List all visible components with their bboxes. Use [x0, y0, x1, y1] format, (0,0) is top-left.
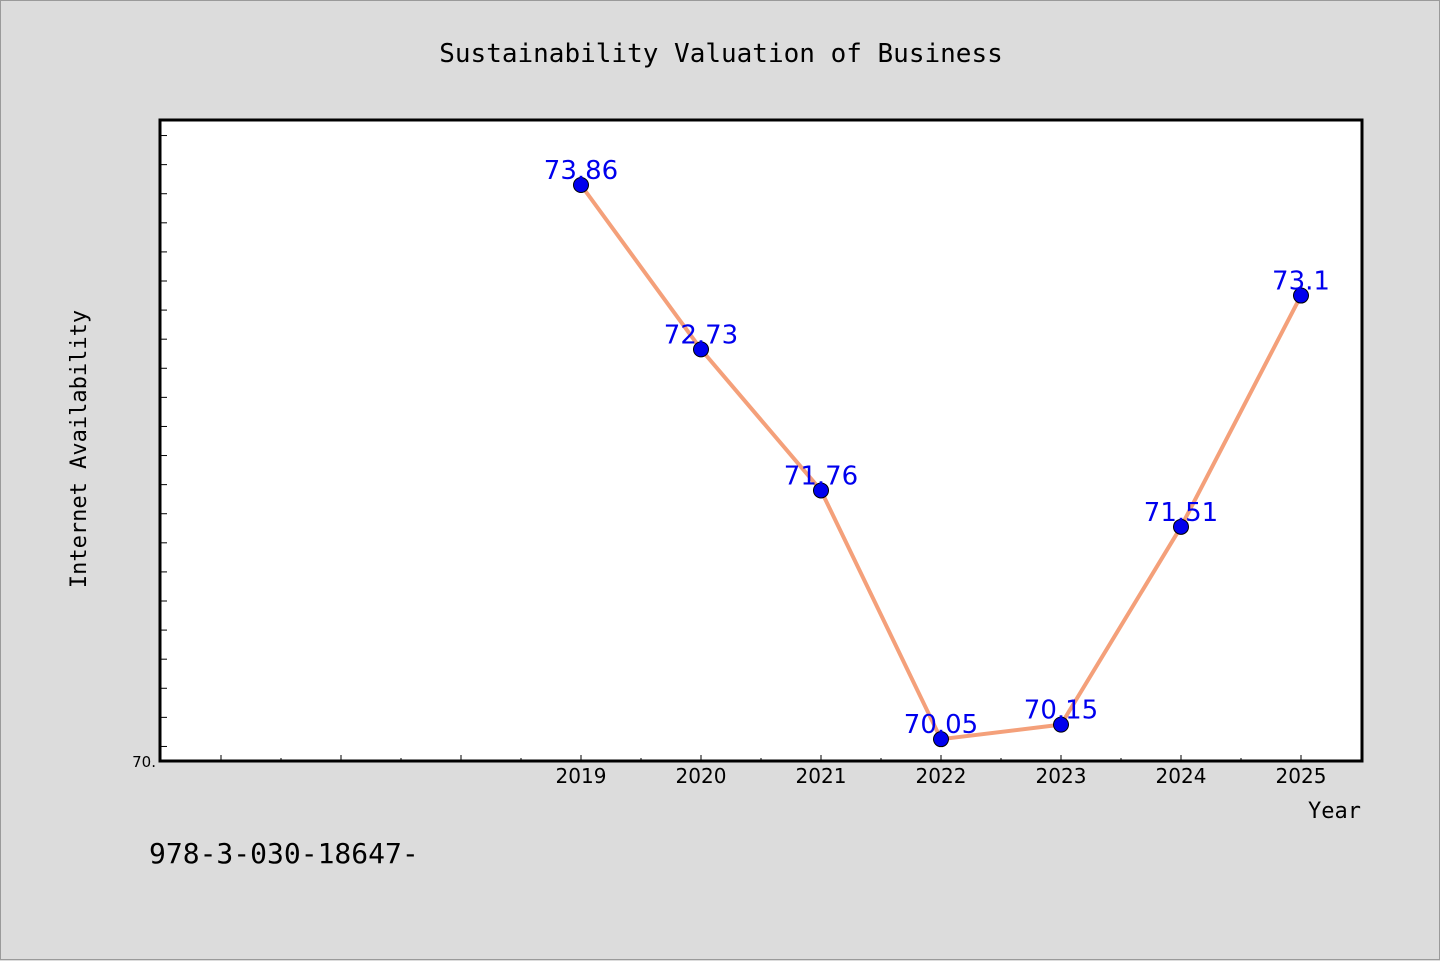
- data-label: 73.86: [544, 156, 618, 186]
- data-label: 73.1: [1272, 267, 1330, 297]
- data-labels: 73.86 72.73 71.76 70.05 70.15 71.51 73.1: [544, 156, 1330, 740]
- data-point: [933, 731, 949, 748]
- x-tick-labels: 2019 2020 2021 2022 2023 2024 2025: [556, 764, 1327, 788]
- chart-title: Sustainability Valuation of Business: [439, 39, 1003, 69]
- data-label: 70.05: [904, 710, 978, 740]
- x-tick-label: 2024: [1156, 764, 1207, 788]
- data-point: [1053, 716, 1069, 733]
- y-axis-ticks: [161, 135, 167, 747]
- data-point: [573, 177, 589, 193]
- plot-area: [158, 118, 1364, 763]
- data-point: [813, 482, 829, 499]
- data-label: 71.51: [1144, 498, 1218, 528]
- y-axis-label: Internet Availability: [67, 310, 92, 588]
- x-tick-label: 2022: [916, 764, 967, 788]
- x-tick-label: 2021: [796, 764, 847, 788]
- x-tick-label: 2019: [556, 764, 607, 788]
- x-tick-label: 2025: [1276, 764, 1327, 788]
- y-tick-label: 70.: [132, 753, 156, 771]
- series-markers: [573, 177, 1309, 748]
- data-label: 70.15: [1024, 696, 1098, 726]
- footer-text: 978-3-030-18647-: [149, 837, 419, 870]
- data-point: [1293, 287, 1309, 304]
- data-label: 72.73: [664, 320, 738, 350]
- data-point: [1173, 518, 1189, 535]
- x-tick-label: 2020: [676, 764, 727, 788]
- data-label: 71.76: [784, 461, 858, 491]
- x-tick-label: 2023: [1036, 764, 1087, 788]
- x-axis-ticks: [160, 755, 1362, 761]
- x-axis-label: Year: [1308, 799, 1361, 824]
- data-point: [693, 341, 709, 358]
